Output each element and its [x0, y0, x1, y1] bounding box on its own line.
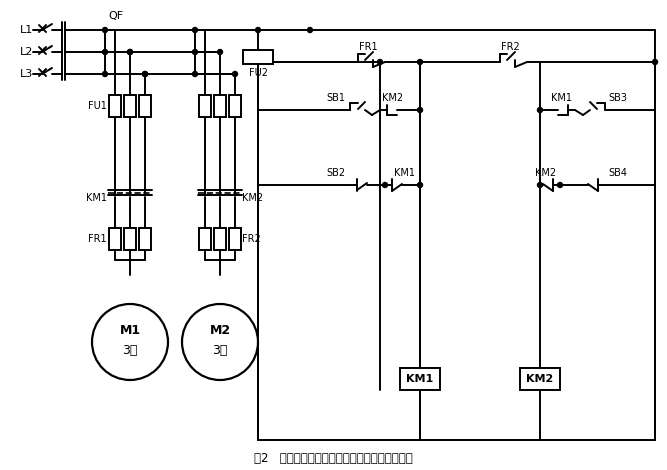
Text: QF: QF [109, 11, 123, 21]
Bar [400, 368, 440, 390]
Circle shape [382, 182, 388, 188]
Text: SB3: SB3 [608, 93, 627, 103]
Text: L1: L1 [20, 25, 33, 35]
Circle shape [255, 28, 261, 32]
Circle shape [127, 49, 133, 55]
Text: KM1: KM1 [86, 193, 107, 203]
Text: FU2: FU2 [249, 68, 267, 78]
Circle shape [307, 28, 313, 32]
Circle shape [217, 49, 223, 55]
Text: KM2: KM2 [382, 93, 404, 103]
Bar [214, 228, 226, 250]
Text: KM2: KM2 [536, 168, 556, 178]
Bar [199, 228, 211, 250]
Circle shape [233, 71, 237, 77]
Circle shape [143, 71, 147, 77]
Text: FU1: FU1 [88, 101, 107, 111]
Circle shape [418, 60, 422, 64]
Text: FR1: FR1 [88, 234, 107, 244]
Bar [243, 50, 273, 64]
Bar [229, 95, 241, 117]
Text: FR1: FR1 [359, 42, 378, 52]
Text: SB2: SB2 [326, 168, 345, 178]
Text: 3～: 3～ [122, 345, 137, 358]
Text: KM2: KM2 [526, 374, 554, 384]
Circle shape [193, 28, 197, 32]
Circle shape [652, 60, 658, 64]
Bar [109, 95, 121, 117]
Bar [229, 228, 241, 250]
Circle shape [143, 71, 147, 77]
Circle shape [127, 49, 133, 55]
Text: M2: M2 [209, 323, 231, 337]
Text: 3～: 3～ [212, 345, 227, 358]
Bar [124, 228, 136, 250]
Bar [109, 228, 121, 250]
Circle shape [418, 182, 422, 188]
Text: KM1: KM1 [552, 93, 572, 103]
Circle shape [103, 49, 107, 55]
Circle shape [193, 71, 197, 77]
Text: FR2: FR2 [242, 234, 261, 244]
Circle shape [193, 49, 197, 55]
Circle shape [378, 60, 382, 64]
Text: 图2   电动机顺序启动逆序停止联锁手动控制电路: 图2 电动机顺序启动逆序停止联锁手动控制电路 [253, 452, 412, 464]
Text: M1: M1 [119, 323, 141, 337]
Circle shape [538, 182, 542, 188]
Text: KM1: KM1 [406, 374, 434, 384]
Text: FR2: FR2 [501, 42, 520, 52]
Circle shape [92, 304, 168, 380]
Circle shape [538, 108, 542, 112]
Circle shape [558, 182, 562, 188]
Text: KM2: KM2 [242, 193, 263, 203]
Text: SB1: SB1 [326, 93, 345, 103]
Bar [199, 95, 211, 117]
Bar [139, 95, 151, 117]
Bar [520, 368, 560, 390]
Bar [214, 95, 226, 117]
Text: SB4: SB4 [608, 168, 627, 178]
Text: L2: L2 [20, 47, 33, 57]
Text: KM1: KM1 [394, 168, 414, 178]
Circle shape [103, 28, 107, 32]
Circle shape [418, 108, 422, 112]
Text: L3: L3 [20, 69, 33, 79]
Circle shape [182, 304, 258, 380]
Bar [124, 95, 136, 117]
Circle shape [103, 71, 107, 77]
Bar [139, 228, 151, 250]
